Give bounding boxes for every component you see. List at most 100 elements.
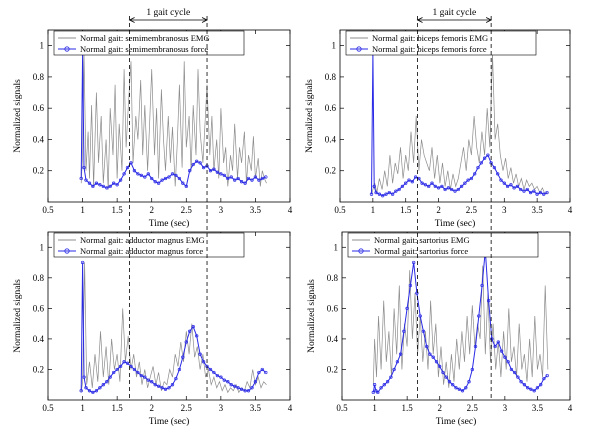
x-tick-label: 4 — [288, 205, 293, 215]
data-point — [184, 184, 188, 189]
y-tick-label: 0.4 — [325, 134, 337, 144]
data-point — [522, 383, 527, 387]
x-tick-label: 4 — [288, 403, 293, 413]
data-point — [374, 389, 378, 393]
data-point — [397, 187, 401, 192]
data-point — [412, 260, 416, 265]
x-tick-label: 2 — [437, 403, 442, 413]
data-point — [394, 189, 398, 193]
data-point — [430, 181, 434, 185]
data-point — [377, 192, 382, 196]
x-axis-label: Time (sec) — [435, 218, 476, 229]
data-point — [379, 386, 383, 390]
data-point — [188, 169, 192, 173]
data-point — [423, 183, 428, 187]
y-tick-label: 1 — [332, 41, 337, 51]
data-point — [125, 165, 130, 170]
data-point — [257, 370, 261, 375]
data-point — [493, 344, 497, 349]
data-point — [476, 165, 480, 170]
x-tick-label: 2.5 — [467, 403, 479, 413]
data-point — [434, 360, 439, 364]
legend-marker — [356, 46, 362, 52]
panel-2: 0.5 1 1.5 2 2.5 3 3.5 4 0.2 0.4 0.6 0.8 1 Time (sec) N… — [13, 231, 293, 427]
data-point — [459, 184, 464, 189]
data-point — [456, 187, 460, 192]
data-point — [246, 176, 251, 181]
data-point — [466, 178, 470, 182]
data-point — [374, 190, 378, 195]
data-point — [482, 156, 487, 160]
data-point — [156, 384, 161, 388]
data-point — [538, 190, 543, 195]
x-tick-label: 2 — [149, 205, 154, 215]
x-tick-label: 0.5 — [336, 403, 348, 413]
data-point — [257, 178, 261, 182]
data-point — [444, 375, 448, 379]
x-tick-label: 1.5 — [402, 403, 414, 413]
data-point — [512, 370, 517, 375]
data-point — [195, 334, 199, 338]
data-point — [108, 375, 112, 379]
y-axis-label: Normalized signals — [13, 279, 23, 353]
data-point — [440, 184, 444, 189]
data-point — [535, 192, 539, 196]
data-point — [146, 378, 150, 382]
data-point — [428, 352, 432, 356]
data-point — [125, 361, 130, 365]
data-point — [215, 373, 220, 378]
data-point — [170, 383, 175, 387]
y-tick-label: 0.6 — [325, 103, 337, 113]
data-point — [98, 386, 102, 390]
y-tick-label: 0.8 — [327, 273, 339, 283]
y-tick-label: 1 — [40, 242, 45, 252]
data-point — [143, 375, 147, 379]
x-tick-label: 2 — [149, 403, 154, 413]
data-point — [441, 370, 445, 375]
data-point — [84, 386, 88, 390]
data-point — [490, 337, 494, 341]
gait-cycle-annotation: 1 gait cycle 1 gait cycle — [128, 8, 493, 400]
data-point — [264, 370, 268, 375]
data-point — [174, 173, 178, 178]
data-point — [457, 387, 461, 391]
data-point — [198, 161, 202, 165]
x-tick-label: 3 — [503, 403, 508, 413]
data-point — [529, 387, 533, 391]
data-point — [496, 172, 500, 176]
x-axis-label: Time (sec) — [149, 416, 190, 427]
data-point — [236, 176, 240, 181]
x-tick-label: 3 — [502, 205, 507, 215]
data-point — [233, 178, 237, 182]
data-point — [87, 181, 92, 185]
x-tick-label: 1.5 — [400, 205, 412, 215]
data-point — [94, 389, 99, 393]
data-point — [402, 329, 406, 333]
y-tick-label: 0.2 — [325, 166, 336, 176]
data-point — [433, 184, 437, 189]
data-point — [136, 172, 140, 176]
data-point — [420, 181, 424, 185]
data-point — [84, 178, 88, 182]
data-point — [515, 184, 520, 189]
data-point — [532, 189, 536, 193]
data-point — [79, 389, 83, 393]
data-point — [473, 344, 478, 349]
data-point — [139, 173, 143, 178]
data-point — [219, 375, 223, 379]
data-point — [464, 386, 468, 390]
data-point — [413, 175, 418, 179]
data-point — [415, 291, 419, 295]
data-point — [421, 329, 426, 333]
y-tick-label: 0.8 — [325, 72, 337, 82]
data-point — [477, 314, 481, 318]
data-point — [143, 175, 147, 179]
data-point — [177, 176, 182, 181]
data-point — [212, 370, 216, 375]
data-point — [118, 178, 123, 182]
data-point — [153, 180, 157, 184]
data-point — [526, 386, 530, 390]
data-point — [382, 383, 386, 387]
data-point — [82, 165, 86, 170]
